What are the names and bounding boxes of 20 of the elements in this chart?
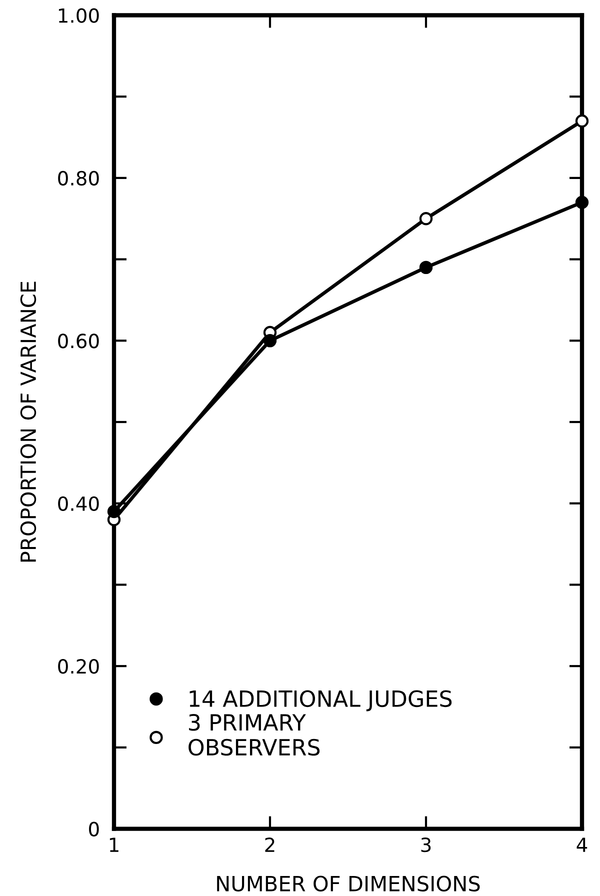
- y-axis-title: PROPORTION OF VARIANCE: [20, 282, 36, 562]
- y-tick-label: 1.00: [58, 8, 99, 23]
- y-tick-label: 0.40: [58, 496, 99, 512]
- point: [107, 504, 121, 518]
- point: [263, 334, 277, 348]
- legend-label: 14 ADDITIONAL JUDGES: [190, 690, 452, 712]
- legend-label: 3 PRIMARY OBSERVERS: [188, 714, 320, 756]
- x-axis-title: NUMBER OF DIMENSIONS: [217, 876, 480, 892]
- point: [419, 260, 433, 274]
- x-tick-label: 2: [265, 837, 274, 852]
- y-tick-label: 0.60: [58, 334, 99, 348]
- point: [419, 212, 433, 226]
- x-tick-label: 1: [110, 838, 118, 852]
- x-tick-label: 4: [576, 838, 588, 852]
- point: [575, 114, 589, 128]
- point: [575, 196, 589, 209]
- x-tick-label: 3: [421, 837, 431, 852]
- y-tick-label: 0.80: [58, 170, 99, 186]
- y-tick-label: 0: [89, 822, 99, 836]
- y-tick-label: 0.20: [58, 659, 99, 674]
